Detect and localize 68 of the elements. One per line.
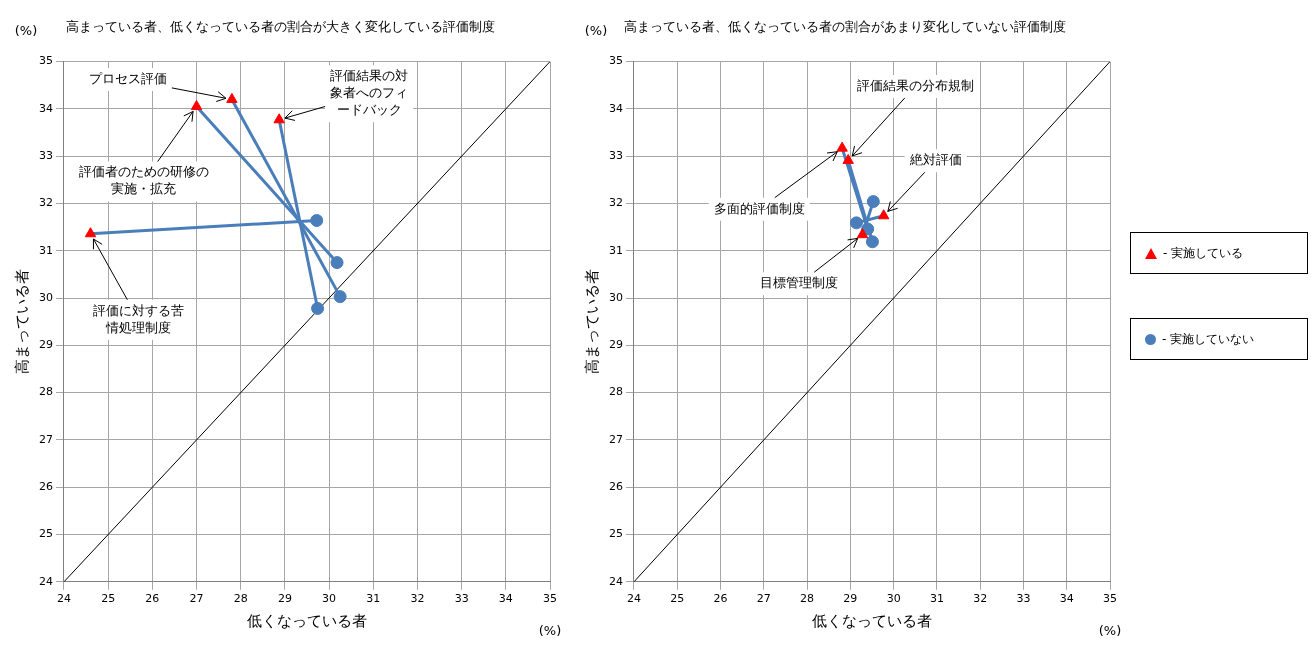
y-tick-label: 27: [609, 432, 623, 446]
y-tick-label: 33: [39, 149, 53, 163]
y-tick-label: 29: [39, 338, 53, 352]
x-tick-label: 32: [973, 592, 988, 606]
x-tick-label: 33: [454, 592, 469, 606]
y-tick-label: 24: [609, 574, 623, 588]
y-tick-label: 34: [609, 101, 623, 115]
x-tick-label: 31: [366, 592, 381, 606]
y-tick-label: 28: [609, 385, 623, 399]
y-tick-label: 25: [609, 527, 623, 541]
chart-title: 高まっている者、低くなっている者の割合が大きく変化している評価制度: [65, 19, 495, 35]
x-tick-label: 30: [886, 592, 901, 606]
y-tick-label: 31: [609, 243, 623, 257]
y-tick-label: 31: [39, 243, 53, 257]
annotation: 評価結果の分布規制: [856, 77, 974, 93]
y-tick-label: 26: [609, 480, 623, 494]
x-axis-title: 低くなっている者: [812, 611, 932, 630]
x-tick-label: 26: [713, 592, 728, 606]
annotation: 評価に対する苦情処理制度: [93, 302, 185, 335]
x-tick-label: 29: [843, 592, 858, 606]
x-tick-label: 30: [322, 592, 337, 606]
x-tick-label: 28: [233, 592, 248, 606]
annotation: 評価結果の対象者へのフィードバック: [330, 68, 409, 118]
annotation: 目標管理制度: [760, 275, 839, 291]
x-tick-label: 33: [1016, 592, 1031, 606]
x-tick-label: 25: [670, 592, 685, 606]
y-tick-label: 25: [39, 527, 53, 541]
x-tick-label: 27: [189, 592, 204, 606]
x-tick-label: 24: [627, 592, 641, 606]
x-tick-label: 26: [145, 592, 160, 606]
y-tick-label: 30: [39, 290, 53, 304]
text: (%): [1098, 623, 1122, 639]
x-tick-label: 34: [498, 592, 513, 606]
x-tick-label: 35: [1103, 592, 1117, 606]
x-tick-label: 29: [277, 592, 292, 606]
text: (%): [14, 22, 38, 38]
chart-title: 高まっている者、低くなっている者の割合があまり変化していない評価制度: [624, 19, 1066, 35]
x-tick-label: 28: [800, 592, 815, 606]
y-tick-label: 28: [39, 385, 53, 399]
x-tick-label: 34: [1059, 592, 1074, 606]
y-tick-label: 29: [609, 338, 623, 352]
y-tick-label: 33: [609, 149, 623, 163]
text: (%): [584, 22, 608, 38]
legend-label: - 実施している: [1163, 244, 1244, 262]
y-tick-label: 34: [39, 101, 53, 115]
x-axis-title: 低くなっている者: [247, 611, 367, 630]
y-tick-label: 32: [609, 196, 623, 210]
y-tick-label: 27: [39, 432, 53, 446]
y-tick-label: 35: [609, 54, 623, 68]
y-axis-title: 高まっている者: [582, 269, 601, 375]
x-tick-label: 31: [929, 592, 944, 606]
annotation: 評価者のための研修の実施・拡充: [78, 164, 209, 197]
x-tick-label: 24: [57, 592, 71, 606]
x-tick-label: 35: [543, 592, 557, 606]
legend-label: - 実施していない: [1162, 330, 1255, 348]
y-tick-label: 35: [39, 54, 53, 68]
y-tick-label: 24: [39, 574, 53, 588]
x-tick-label: 27: [756, 592, 771, 606]
x-tick-label: 25: [101, 592, 116, 606]
y-tick-label: 30: [609, 290, 623, 304]
annotation: 絶対評価: [908, 152, 962, 168]
x-tick-label: 32: [410, 592, 425, 606]
y-axis-title: 高まっている者: [12, 269, 31, 375]
annotation: プロセス評価: [88, 70, 167, 86]
y-tick-label: 26: [39, 480, 53, 494]
annotation: 多面的評価制度: [713, 200, 805, 216]
y-tick-label: 32: [39, 196, 53, 210]
text: (%): [538, 623, 562, 639]
